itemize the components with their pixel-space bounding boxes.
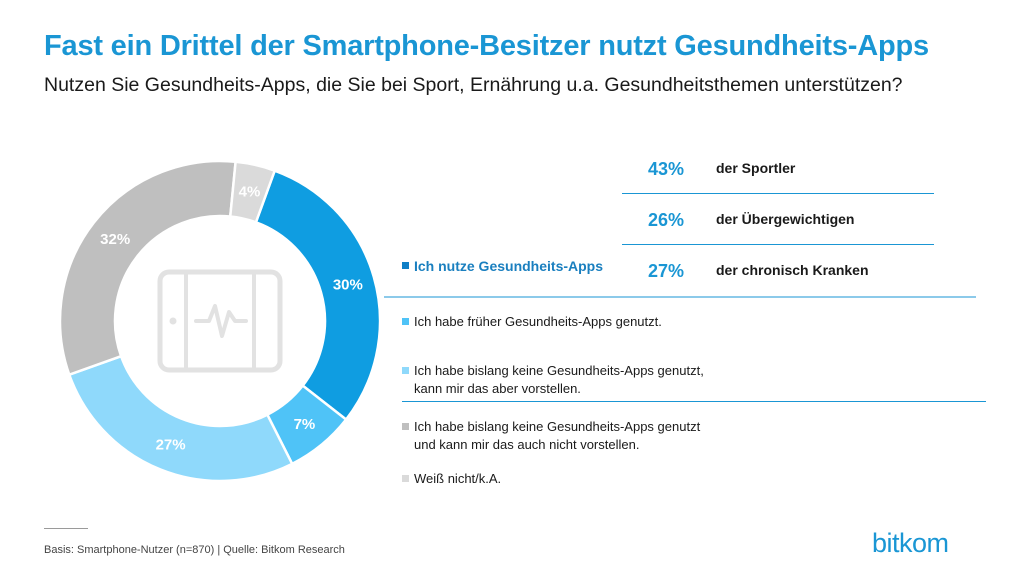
- chart-title: Fast ein Drittel der Smartphone-Besitzer…: [44, 30, 929, 62]
- legend-separator: [402, 401, 986, 402]
- slice-data-label: 30%: [333, 276, 363, 293]
- legend-swatch: [402, 262, 409, 269]
- slice-data-label: 32%: [100, 231, 130, 248]
- donut-slice: [58, 159, 237, 377]
- legend-label: Ich habe bislang keine Gesundheits-Apps …: [414, 363, 704, 396]
- legend-swatch: [402, 475, 409, 482]
- donut-slice: [67, 354, 294, 483]
- stat-percentage: 26%: [648, 210, 685, 230]
- legend-swatch: [402, 367, 409, 374]
- legend-swatch: [402, 318, 409, 325]
- donut-slice: [228, 160, 277, 224]
- slice-data-label: 27%: [156, 436, 186, 453]
- legend-label: Weiß nicht/k.A.: [414, 471, 502, 486]
- chart-subtitle: Nutzen Sie Gesundheits-Apps, die Sie bei…: [44, 74, 903, 96]
- stat-divider: [622, 244, 934, 245]
- tablet-heartbeat-icon: [157, 269, 283, 373]
- stat-row: 26% der Übergewichtigen: [622, 197, 934, 245]
- donut-slice: [254, 169, 382, 422]
- slice-data-label: 4%: [239, 183, 261, 200]
- stat-percentage: 43%: [648, 159, 685, 179]
- slice-data-label: 7%: [294, 416, 316, 433]
- footer-rule: [44, 528, 88, 529]
- legend-label: Ich habe bislang keine Gesundheits-Apps …: [414, 419, 701, 452]
- stat-label: der Sportler: [716, 160, 796, 176]
- legend-swatch: [402, 423, 409, 430]
- stat-divider: [622, 193, 934, 194]
- legend-label: Ich habe früher Gesundheits-Apps genutzt…: [414, 314, 662, 329]
- legend-label: Ich nutze Gesundheits-Apps: [414, 258, 604, 274]
- stat-label: der chronisch Kranken: [716, 262, 869, 278]
- source-note: Basis: Smartphone-Nutzer (n=870) | Quell…: [44, 544, 345, 556]
- stat-label: der Übergewichtigen: [716, 211, 855, 227]
- bitkom-logo: bitkom: [872, 528, 949, 558]
- stat-row: 27% der chronisch Kranken: [622, 248, 934, 296]
- stat-percentage: 27%: [648, 261, 685, 281]
- stat-row: 43% der Sportler: [622, 146, 934, 194]
